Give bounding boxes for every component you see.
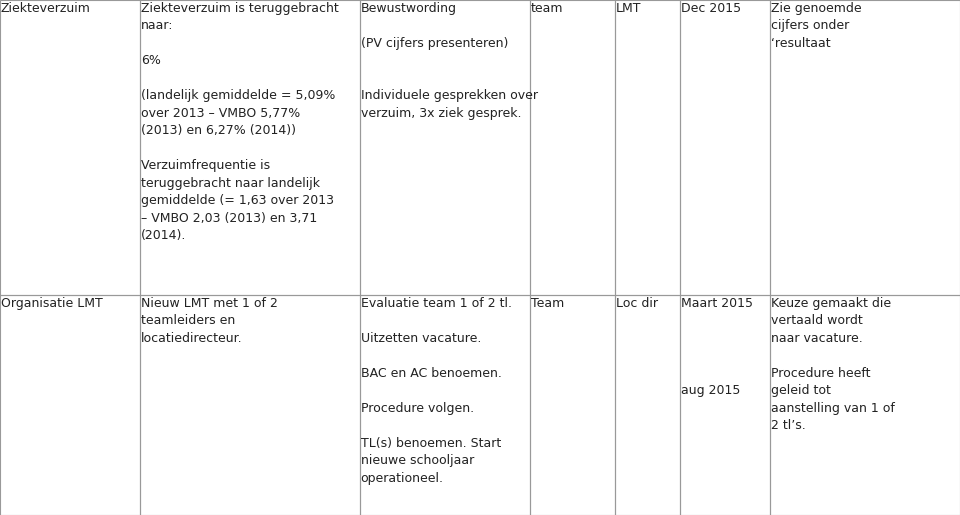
Bar xyxy=(530,0,615,295)
Text: team: team xyxy=(531,2,564,15)
Bar xyxy=(770,0,960,295)
Text: Dec 2015: Dec 2015 xyxy=(681,2,741,15)
Text: Zie genoemde
cijfers onder
‘resultaat: Zie genoemde cijfers onder ‘resultaat xyxy=(771,2,861,50)
Bar xyxy=(680,0,770,295)
Text: LMT: LMT xyxy=(615,2,641,15)
Text: Bewustwording

(PV cijfers presenteren)


Individuele gesprekken over
verzuim, 3: Bewustwording (PV cijfers presenteren) I… xyxy=(361,2,538,120)
Text: Maart 2015




aug 2015: Maart 2015 aug 2015 xyxy=(681,297,753,397)
Bar xyxy=(770,295,960,515)
Text: Ziekteverzuim is teruggebracht
naar:

6%

(landelijk gemiddelde = 5,09%
over 201: Ziekteverzuim is teruggebracht naar: 6% … xyxy=(141,2,339,242)
Bar xyxy=(615,0,680,295)
Bar xyxy=(140,0,360,295)
Text: Ziekteverzuim: Ziekteverzuim xyxy=(1,2,90,15)
Bar xyxy=(680,295,770,515)
Bar xyxy=(360,295,530,515)
Text: Loc dir: Loc dir xyxy=(615,297,658,310)
Text: Team: Team xyxy=(531,297,564,310)
Text: Evaluatie team 1 of 2 tl.

Uitzetten vacature.

BAC en AC benoemen.

Procedure v: Evaluatie team 1 of 2 tl. Uitzetten vaca… xyxy=(361,297,512,485)
Text: Organisatie LMT: Organisatie LMT xyxy=(1,297,103,310)
Bar xyxy=(615,295,680,515)
Bar xyxy=(360,0,530,295)
Text: Nieuw LMT met 1 of 2
teamleiders en
locatiedirecteur.: Nieuw LMT met 1 of 2 teamleiders en loca… xyxy=(141,297,277,345)
Bar xyxy=(140,295,360,515)
Text: Keuze gemaakt die
vertaald wordt
naar vacature.

Procedure heeft
geleid tot
aans: Keuze gemaakt die vertaald wordt naar va… xyxy=(771,297,895,432)
Bar xyxy=(0,295,140,515)
Bar xyxy=(0,0,140,295)
Bar xyxy=(530,295,615,515)
